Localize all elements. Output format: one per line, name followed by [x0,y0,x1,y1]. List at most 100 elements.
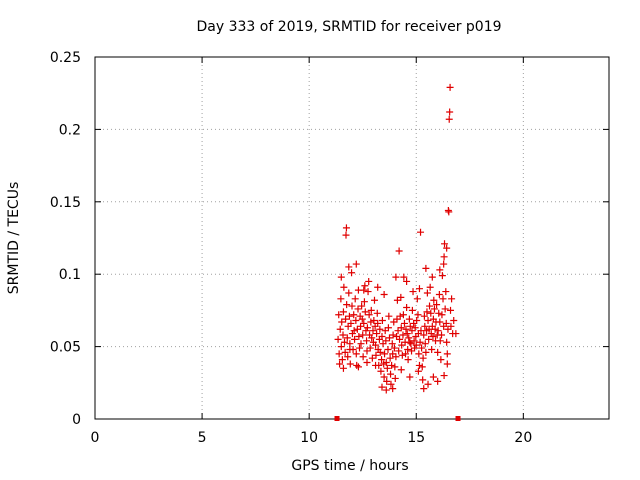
data-point [365,277,373,285]
data-point [352,260,360,268]
data-point [420,312,428,320]
data-point [345,289,353,297]
data-point [348,302,356,310]
data-point [438,331,446,339]
data-point [384,345,392,353]
data-point [425,335,433,343]
data-point [378,317,386,325]
y-tick-label: 0.25 [50,50,81,66]
data-point [424,380,432,388]
data-point [380,373,388,381]
data-point [436,266,444,274]
data-point [337,295,345,303]
data-point [402,350,410,358]
data-point [443,244,451,252]
data-point [359,331,367,339]
data-point [385,334,393,342]
data-point [396,335,404,343]
data-point [380,290,388,298]
data-point [372,341,380,349]
data-point [438,311,446,319]
data-point [440,260,448,268]
data-point [442,288,450,296]
data-point [351,295,359,303]
data-point [374,319,382,327]
data-point [429,332,437,340]
data-point [450,317,458,325]
data-point [403,330,411,338]
data-point [336,325,344,333]
data-point [447,306,455,314]
data-point [414,367,422,375]
data-point [445,115,453,123]
data-point [334,335,342,343]
data-point [354,305,362,313]
data-point [359,353,367,361]
data-point [352,350,360,358]
data-point [344,353,352,361]
data-point [361,282,369,290]
data-point [368,334,376,342]
data-point [436,337,444,345]
data-point [392,353,400,361]
x-tick-label: 0 [91,430,100,446]
data-point [406,338,414,346]
data-point [360,298,368,306]
data-point [428,273,436,281]
data-point [368,354,376,362]
data-point [384,324,392,332]
data-point [422,348,430,356]
data-point [391,374,399,382]
data-point [399,311,407,319]
data-point [343,301,351,309]
data-point [340,283,348,291]
data-point [352,317,360,325]
axis-ticks [94,56,609,420]
y-tick-label: 0.15 [50,195,81,211]
y-tick-label: 0.2 [59,122,81,138]
data-point [370,317,378,325]
data-point [336,360,344,368]
x-tick-label: 10 [300,430,318,446]
data-point [399,331,407,339]
data-point [355,344,363,352]
data-point [438,272,446,280]
data-point [427,309,435,317]
data-point [343,334,351,342]
data-point [445,208,453,216]
data-point [400,319,408,327]
data-point [337,273,345,281]
data-point [376,325,384,333]
y-tick-label: 0.05 [50,340,81,356]
data-point [341,348,349,356]
data-point [386,354,394,362]
data-point [337,343,345,351]
data-point [396,312,404,320]
data-point [433,301,441,309]
data-point [435,290,443,298]
data-point [403,304,411,312]
data-point [376,348,384,356]
y-axis-tick-labels: 0 0.05 0.1 0.15 0.2 0.25 [50,50,81,428]
data-point [346,345,354,353]
chart-title: Day 333 of 2019, SRMTID for receiver p01… [196,19,501,35]
data-point [382,386,390,394]
data-point [421,340,429,348]
data-point [360,319,368,327]
data-point [434,348,442,356]
data-point [381,350,389,358]
data-point [363,359,371,367]
data-point [334,416,340,421]
data-point [354,363,362,371]
data-point [414,311,422,319]
data-point [360,286,368,294]
data-point [434,377,442,385]
data-point [442,319,450,327]
data-point [419,376,427,384]
data-point [370,296,378,304]
data-point [439,295,447,303]
data-point [390,344,398,352]
data-point [440,253,448,261]
data-point [369,327,377,335]
data-point [415,285,423,293]
